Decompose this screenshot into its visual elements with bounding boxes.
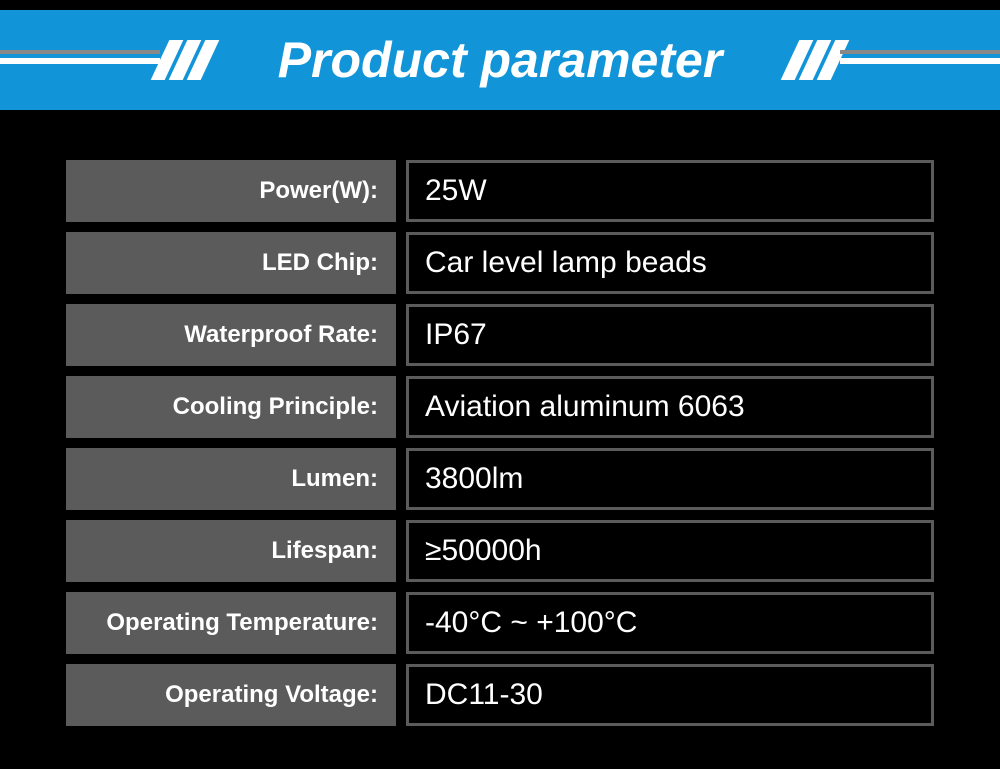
spec-label: Cooling Principle:	[66, 376, 396, 438]
spec-value: 3800lm	[406, 448, 934, 510]
spec-value: DC11-30	[406, 664, 934, 726]
table-row: Lifespan: ≥50000h	[66, 520, 934, 582]
spec-value: IP67	[406, 304, 934, 366]
spec-label: Power(W):	[66, 160, 396, 222]
spec-value: Aviation aluminum 6063	[406, 376, 934, 438]
table-row: LED Chip: Car level lamp beads	[66, 232, 934, 294]
header-accent-left	[0, 56, 160, 64]
table-row: Cooling Principle: Aviation aluminum 606…	[66, 376, 934, 438]
header-accent-right	[840, 56, 1000, 64]
spec-label: Lifespan:	[66, 520, 396, 582]
table-row: Operating Temperature: -40°C ~ +100°C	[66, 592, 934, 654]
spec-label: Operating Voltage:	[66, 664, 396, 726]
table-row: Operating Voltage: DC11-30	[66, 664, 934, 726]
spec-label: Lumen:	[66, 448, 396, 510]
spec-value: -40°C ~ +100°C	[406, 592, 934, 654]
table-row: Waterproof Rate: IP67	[66, 304, 934, 366]
spec-value: Car level lamp beads	[406, 232, 934, 294]
table-row: Power(W): 25W	[66, 160, 934, 222]
header-banner: Product parameter	[0, 10, 1000, 110]
spec-value: ≥50000h	[406, 520, 934, 582]
spec-value: 25W	[406, 160, 934, 222]
header-title: Product parameter	[278, 31, 723, 89]
spec-label: LED Chip:	[66, 232, 396, 294]
header-slashes-right	[790, 40, 840, 80]
spec-table: Power(W): 25W LED Chip: Car level lamp b…	[66, 160, 934, 726]
header-slashes-left	[160, 40, 210, 80]
spec-label: Waterproof Rate:	[66, 304, 396, 366]
table-row: Lumen: 3800lm	[66, 448, 934, 510]
spec-label: Operating Temperature:	[66, 592, 396, 654]
